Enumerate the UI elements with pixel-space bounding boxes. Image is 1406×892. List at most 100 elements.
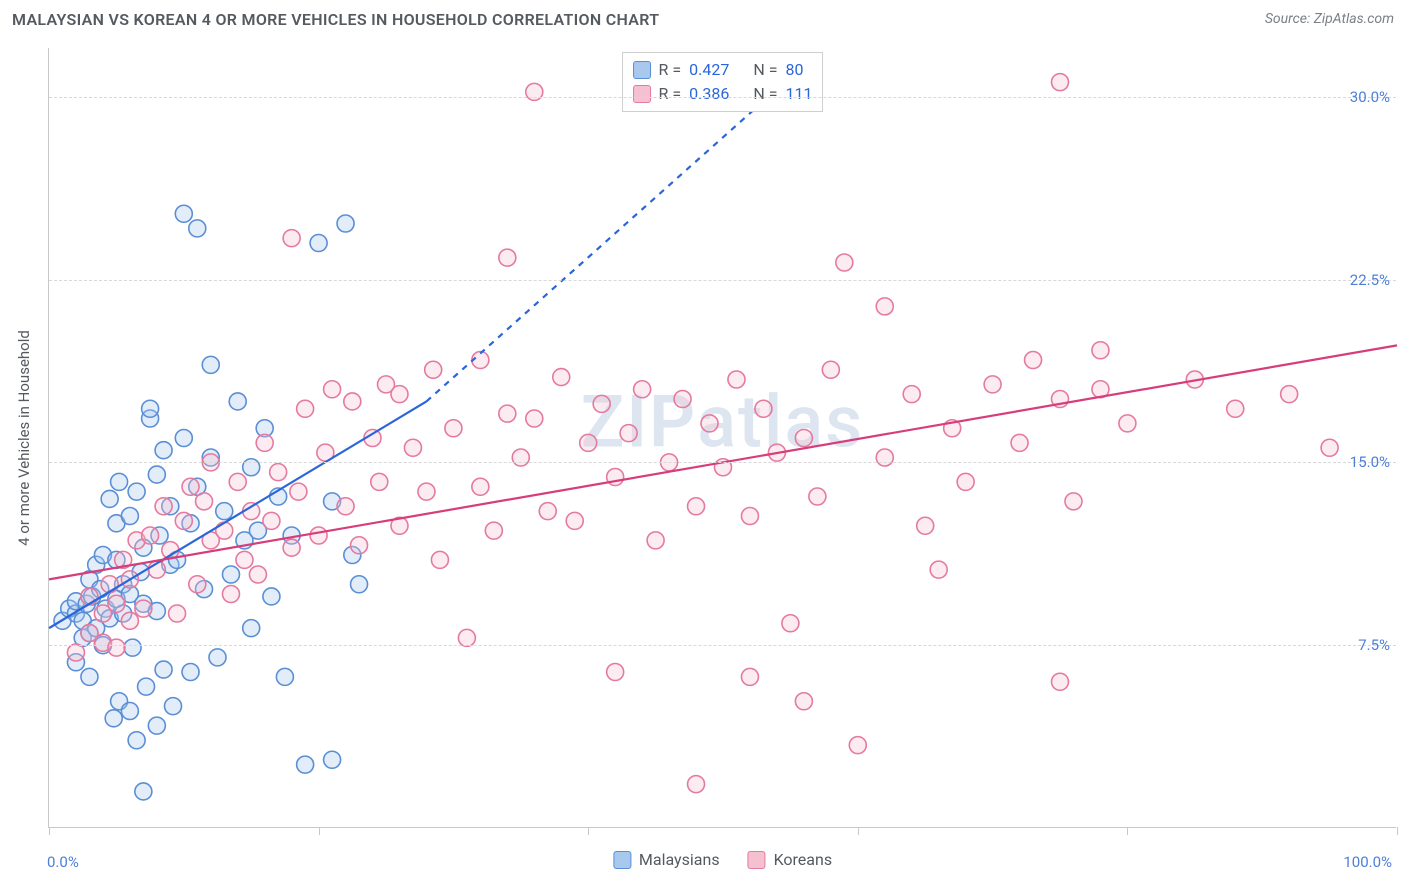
scatter-point [169,605,186,622]
scatter-point [876,449,893,466]
scatter-point [105,710,122,727]
scatter-point [236,551,253,568]
scatter-point [256,434,273,451]
legend-item-malaysians: Malaysians [613,850,720,869]
scatter-point [229,393,246,410]
stats-legend-box: R = 0.427 N = 80 R = 0.386 N = 111 [622,52,824,112]
scatter-point [499,249,516,266]
scatter-point [1052,74,1069,91]
scatter-point [1065,493,1082,510]
scatter-point [688,498,705,515]
gridline [49,462,1396,463]
scatter-point [957,473,974,490]
scatter-point [175,512,192,529]
scatter-point [148,466,165,483]
scatter-point [124,639,141,656]
scatter-point [701,415,718,432]
scatter-point [431,551,448,568]
scatter-point [67,644,84,661]
scatter-point [249,566,266,583]
chart-source: Source: ZipAtlas.com [1265,11,1394,27]
bottom-legend: Malaysians Koreans [613,850,832,869]
stats-n-label-1: N = [753,58,777,82]
scatter-point [310,235,327,252]
scatter-point [566,512,583,529]
scatter-point [310,527,327,544]
x-tick [319,827,320,835]
scatter-point [351,576,368,593]
scatter-point [445,420,462,437]
scatter-point [229,473,246,490]
y-tick-label: 22.5% [1320,271,1390,289]
scatter-point [148,717,165,734]
scatter-point [795,430,812,447]
gridline [49,280,1396,281]
scatter-point [1052,673,1069,690]
chart-svg-overlay [49,48,1396,827]
y-tick-label: 15.0% [1320,453,1390,471]
scatter-point [128,483,145,500]
x-tick-label-min: 0.0% [47,853,79,871]
scatter-point [324,381,341,398]
scatter-point [165,698,182,715]
scatter-point [526,83,543,100]
scatter-point [472,478,489,495]
scatter-point [108,639,125,656]
scatter-point [182,664,199,681]
y-axis-label: 4 or more Vehicles in Household [15,330,33,546]
legend-swatch-koreans [748,851,766,869]
scatter-point [324,751,341,768]
scatter-point [1011,434,1028,451]
stats-r-value-2: 0.386 [689,82,729,106]
x-tick [588,827,589,835]
scatter-point [634,381,651,398]
scatter-point [620,425,637,442]
x-tick [1397,827,1398,835]
scatter-point [283,539,300,556]
y-axis-label-wrap: 4 or more Vehicles in Household [0,48,48,828]
scatter-point [822,361,839,378]
scatter-point [270,464,287,481]
y-tick-label: 7.5% [1320,636,1390,654]
legend-item-koreans: Koreans [748,850,833,869]
scatter-point [903,386,920,403]
scatter-point [121,703,138,720]
scatter-point [175,205,192,222]
x-tick [1127,827,1128,835]
chart-area: ZIPatlas R = 0.427 N = 80 R = 0.386 N = … [48,48,1396,828]
scatter-point [1025,352,1042,369]
stats-r-label-2: R = [659,82,682,106]
scatter-point [647,532,664,549]
scatter-point [222,586,239,603]
scatter-point [607,664,624,681]
scatter-point [189,220,206,237]
scatter-point [101,576,118,593]
scatter-point [111,473,128,490]
stats-n-value-1: 80 [785,58,803,82]
scatter-point [795,693,812,710]
scatter-point [425,361,442,378]
scatter-point [809,488,826,505]
scatter-point [202,356,219,373]
scatter-point [553,369,570,386]
scatter-point [984,376,1001,393]
scatter-point [243,620,260,637]
scatter-point [81,588,98,605]
scatter-point [930,561,947,578]
scatter-point [876,298,893,315]
scatter-point [135,600,152,617]
scatter-point [404,439,421,456]
scatter-point [741,508,758,525]
stats-swatch-malaysians [633,61,651,79]
scatter-point [1281,386,1298,403]
scatter-point [276,668,293,685]
scatter-point [917,517,934,534]
scatter-point [209,649,226,666]
scatter-point [337,215,354,232]
scatter-point [189,576,206,593]
scatter-point [526,410,543,427]
scatter-point [263,588,280,605]
scatter-point [782,615,799,632]
scatter-point [344,393,361,410]
x-tick [858,827,859,835]
